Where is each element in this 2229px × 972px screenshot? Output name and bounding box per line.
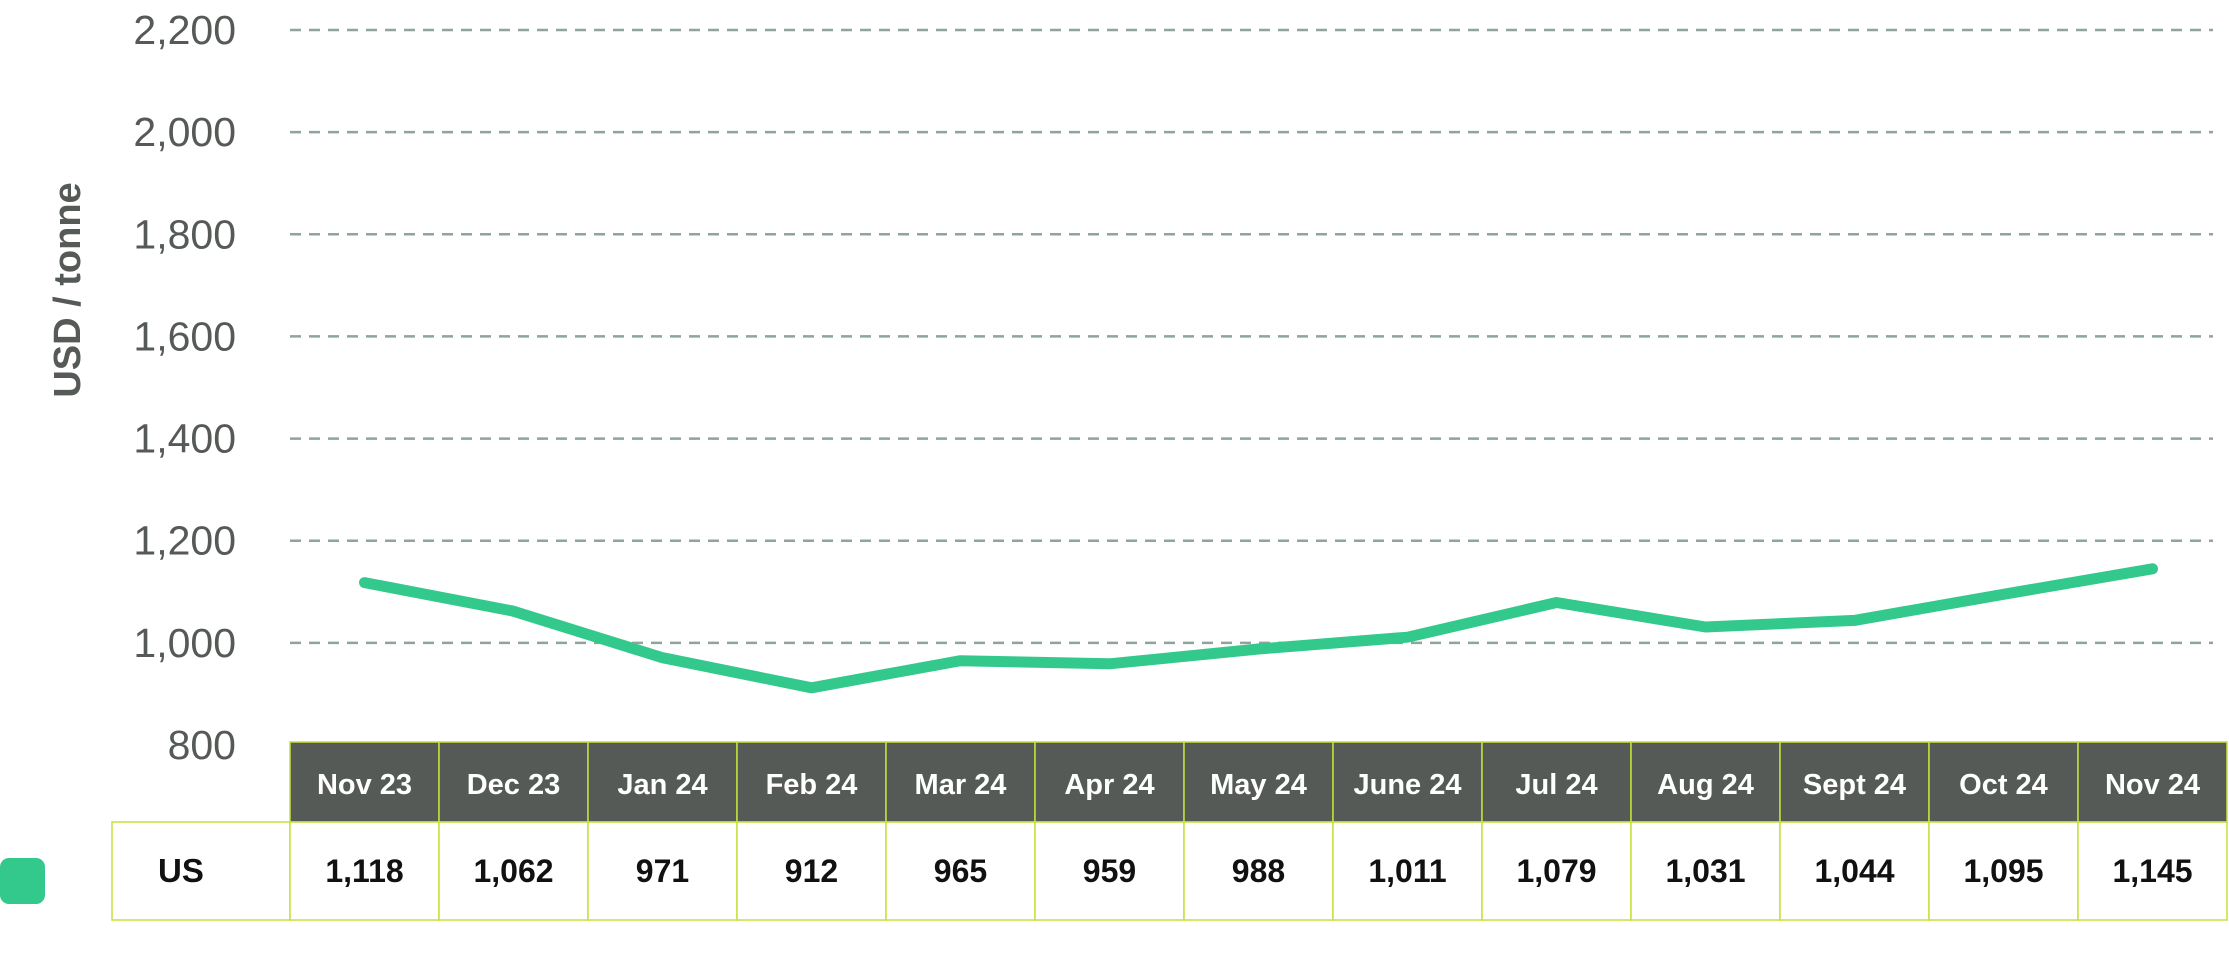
- table-value-cell: [1928, 821, 2079, 921]
- table-value-cell: [587, 821, 738, 921]
- data-value-label: 988: [1232, 853, 1285, 889]
- y-axis-label: USD / tonne: [47, 182, 89, 397]
- series-name-label: US: [158, 852, 204, 889]
- table-header-cell: [1034, 741, 1185, 823]
- table-header-cell: [736, 741, 887, 823]
- table-series-cell: [111, 821, 291, 921]
- table-header-cell: [2077, 741, 2228, 823]
- x-category-label: Oct 24: [1959, 769, 2048, 801]
- data-value-label: 912: [785, 853, 838, 889]
- data-value-label: 1,044: [1814, 853, 1894, 889]
- series-line-us: [359, 563, 2158, 694]
- y-tick-label: 1,800: [133, 211, 236, 257]
- series-line-layer: [359, 563, 2158, 694]
- data-value-label: 959: [1083, 853, 1136, 889]
- data-value-label: 1,079: [1516, 853, 1596, 889]
- y-tick-label: 1,000: [133, 620, 236, 666]
- x-category-label: Sept 24: [1803, 769, 1906, 801]
- table-header-cell: [289, 741, 440, 823]
- table-value-cell: [438, 821, 589, 921]
- data-value-label: 1,011: [1368, 853, 1446, 889]
- data-value-label: 1,031: [1665, 853, 1745, 889]
- x-category-label: June 24: [1354, 769, 1462, 801]
- x-category-label: Aug 24: [1657, 769, 1754, 801]
- data-value-label: 971: [636, 853, 689, 889]
- gridlines: [290, 28, 2213, 747]
- y-tick-label: 1,200: [133, 518, 236, 564]
- table-header-cell: [885, 741, 1036, 823]
- x-category-label: Nov 23: [317, 769, 412, 801]
- x-category-label: Dec 23: [467, 769, 561, 801]
- legend-swatch: [0, 858, 45, 904]
- y-tick-label: 2,200: [133, 7, 236, 53]
- x-category-label: Apr 24: [1064, 769, 1154, 801]
- data-value-label: 1,118: [325, 853, 403, 889]
- y-tick-label: 1,400: [133, 416, 236, 462]
- table-value-cell: [1481, 821, 1632, 921]
- table-header-cell: [587, 741, 738, 823]
- data-value-label: 1,145: [2112, 853, 2192, 889]
- table-value-cell: [1630, 821, 1781, 921]
- table-value-cell: [1779, 821, 1930, 921]
- y-tick-label: 800: [168, 722, 236, 768]
- y-tick-label: 2,000: [133, 109, 236, 155]
- table-value-cell: [736, 821, 887, 921]
- y-axis-ticks: 800 1,000 1,200 1,400 1,600 1,800 2,000 2,200: [133, 7, 236, 768]
- data-value-label: 965: [934, 853, 987, 889]
- x-category-label: Nov 24: [2105, 769, 2200, 801]
- table-value-cell: [289, 821, 440, 921]
- table-value-cell: [1183, 821, 1334, 921]
- x-category-label: Feb 24: [766, 769, 858, 801]
- table-header-cell: [1928, 741, 2079, 823]
- table-value-cell: [1332, 821, 1483, 921]
- data-value-label: 1,062: [473, 853, 553, 889]
- data-table: Nov 23 Dec 23 Jan 24 Feb 24 Mar 24 Apr 24 May …: [0, 741, 2228, 921]
- x-category-label: Mar 24: [915, 769, 1007, 801]
- x-category-label: Jul 24: [1515, 769, 1597, 801]
- table-header-cell: [1183, 741, 1334, 823]
- data-value-label: 1,095: [1963, 853, 2043, 889]
- y-tick-label: 1,600: [133, 313, 236, 359]
- table-value-cell: [1034, 821, 1185, 921]
- table-value-cell: [2077, 821, 2228, 921]
- x-category-label: May 24: [1210, 769, 1307, 801]
- x-category-label: Jan 24: [617, 769, 707, 801]
